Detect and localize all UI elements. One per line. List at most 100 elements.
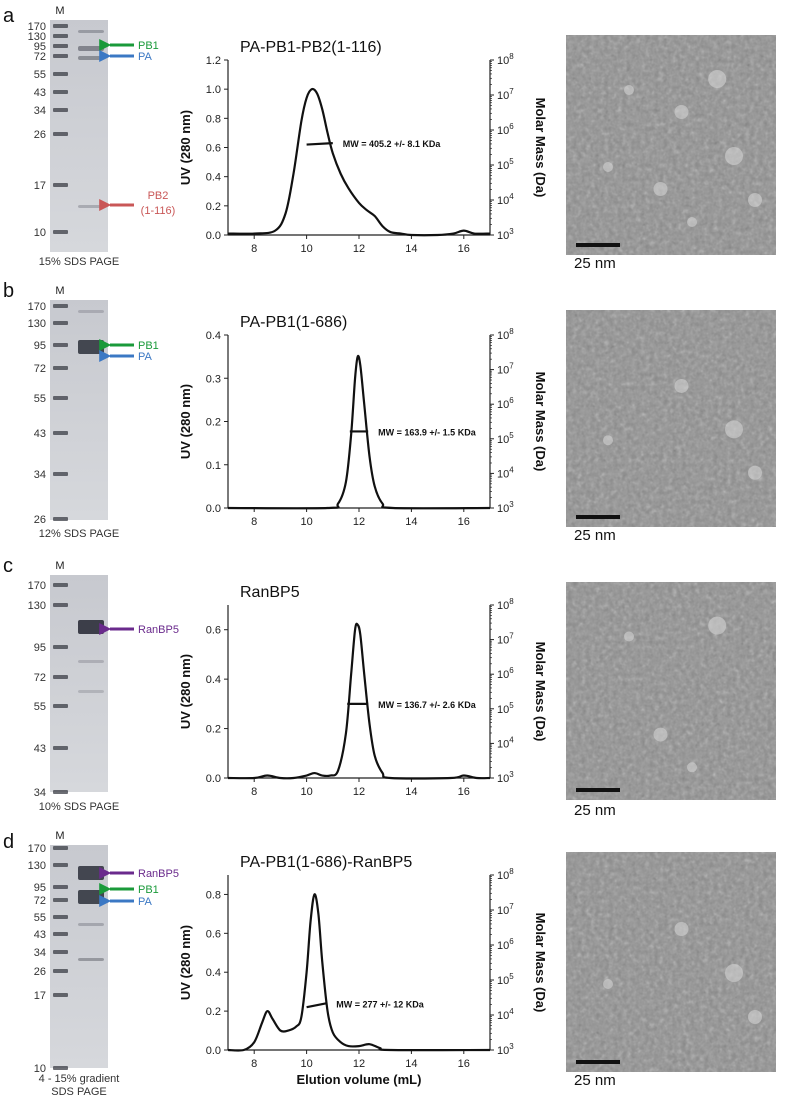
particle xyxy=(748,193,762,207)
y2-tick-label: 106 xyxy=(497,396,514,411)
y-tick-label: 0.6 xyxy=(206,625,221,637)
ladder-label: 17 xyxy=(34,990,46,1002)
gel-marker-label: M xyxy=(55,560,64,572)
x-tick-label: 8 xyxy=(251,516,257,528)
y-tick-label: 0.6 xyxy=(206,143,221,155)
y2-tick-label: 107 xyxy=(497,902,514,917)
y-axis-label: UV (280 nm) xyxy=(178,925,193,1000)
sample-band xyxy=(78,890,104,904)
ladder-label: 10 xyxy=(34,227,46,239)
y2-tick-label: 104 xyxy=(497,465,514,480)
ladder-label: 72 xyxy=(34,672,46,684)
ladder-band xyxy=(53,183,68,187)
ladder-band xyxy=(53,108,68,112)
chart-title: RanBP5 xyxy=(240,584,300,601)
ladder-label: 10 xyxy=(34,1063,46,1075)
particle xyxy=(725,964,743,982)
ladder-label: 55 xyxy=(34,701,46,713)
molar-mass-label: MW = 136.7 +/- 2.6 KDa xyxy=(378,700,477,710)
sec-mals-chart: RanBP5 8 10 12 14 16 0.0 0.2 0.4 0.6 103 104 105 106 1… xyxy=(178,584,548,798)
gel-marker-label: M xyxy=(55,285,64,297)
ladder-band xyxy=(53,517,68,521)
ladder-band xyxy=(53,132,68,136)
y2-tick-label: 103 xyxy=(497,500,514,515)
y2-axis-label: Molar Mass (Da) xyxy=(533,913,548,1013)
sample-band xyxy=(78,310,104,313)
x-tick-label: 10 xyxy=(300,786,312,798)
ladder-label: 130 xyxy=(28,31,46,43)
particle xyxy=(653,182,668,196)
sample-band xyxy=(78,205,104,208)
particle xyxy=(674,105,689,119)
gel-caption: 12% SDS PAGE xyxy=(39,528,120,540)
sample-band xyxy=(78,620,104,634)
molar-mass-label: MW = 163.9 +/- 1.5 KDa xyxy=(378,427,477,437)
particle xyxy=(624,85,634,95)
y-tick-label: 0.6 xyxy=(206,928,221,940)
sec-mals-chart: PA-PB1-PB2(1-116) 8 10 12 14 16 0.0 0.2 0.4 0.6 0.… xyxy=(178,39,548,255)
ladder-band xyxy=(53,790,68,794)
y2-axis-label: Molar Mass (Da) xyxy=(533,98,548,198)
sample-band xyxy=(78,46,104,51)
y2-tick-label: 103 xyxy=(497,1042,514,1057)
em-micrograph xyxy=(566,582,776,800)
x-tick-label: 12 xyxy=(353,243,365,255)
scale-bar-label: 25 nm xyxy=(574,527,616,544)
y-tick-label: 1.2 xyxy=(206,55,221,67)
y-tick-label: 0.2 xyxy=(206,1006,221,1018)
y2-tick-label: 108 xyxy=(497,597,514,612)
ladder-band xyxy=(53,34,68,38)
ladder-label: 26 xyxy=(34,514,46,526)
x-tick-label: 10 xyxy=(300,1058,312,1070)
y-tick-label: 0.2 xyxy=(206,417,221,429)
ladder-band xyxy=(53,44,68,48)
band-label: PB1 xyxy=(138,340,159,352)
ladder-label: 72 xyxy=(34,895,46,907)
y-tick-label: 0.8 xyxy=(206,113,221,125)
em-micrograph xyxy=(566,310,776,527)
ladder-band xyxy=(53,366,68,370)
y-tick-label: 0.0 xyxy=(206,1045,221,1057)
gel-marker-label: M xyxy=(55,5,64,17)
ladder-label: 26 xyxy=(34,966,46,978)
ladder-label: 170 xyxy=(28,301,46,313)
ladder-label: 55 xyxy=(34,912,46,924)
y2-tick-label: 107 xyxy=(497,87,514,102)
y-axis-label: UV (280 nm) xyxy=(178,384,193,459)
sample-band xyxy=(78,958,104,961)
ladder-label: 34 xyxy=(34,947,46,959)
ladder-label: 130 xyxy=(28,318,46,330)
ladder-label: 72 xyxy=(34,363,46,375)
x-axis-label: Elution volume (mL) xyxy=(297,1072,422,1087)
x-tick-label: 14 xyxy=(405,516,417,528)
y-tick-label: 0.3 xyxy=(206,373,221,385)
ladder-band xyxy=(53,645,68,649)
ladder-band xyxy=(53,304,68,308)
ladder-label: 43 xyxy=(34,87,46,99)
ladder-band xyxy=(53,885,68,889)
particle xyxy=(687,217,697,227)
gel-caption: 4 - 15% gradient xyxy=(39,1073,120,1085)
ladder-label: 34 xyxy=(34,105,46,117)
x-tick-label: 8 xyxy=(251,786,257,798)
y2-tick-label: 105 xyxy=(497,972,514,987)
particle xyxy=(624,631,634,642)
ladder-label: 17 xyxy=(34,180,46,192)
uv-trace xyxy=(227,87,491,237)
panel-letter: c xyxy=(3,555,13,577)
em-noise xyxy=(566,852,776,1072)
scale-bar-label: 25 nm xyxy=(574,1072,616,1089)
y-tick-label: 0.1 xyxy=(206,460,221,472)
ladder-label: 170 xyxy=(28,843,46,855)
ladder-band xyxy=(53,915,68,919)
y-tick-label: 0.4 xyxy=(206,172,221,184)
scale-bar xyxy=(576,243,620,247)
scale-bar-label: 25 nm xyxy=(574,802,616,819)
y2-tick-label: 104 xyxy=(497,192,514,207)
chart-title: PA-PB1(1-686)-RanBP5 xyxy=(240,854,412,871)
